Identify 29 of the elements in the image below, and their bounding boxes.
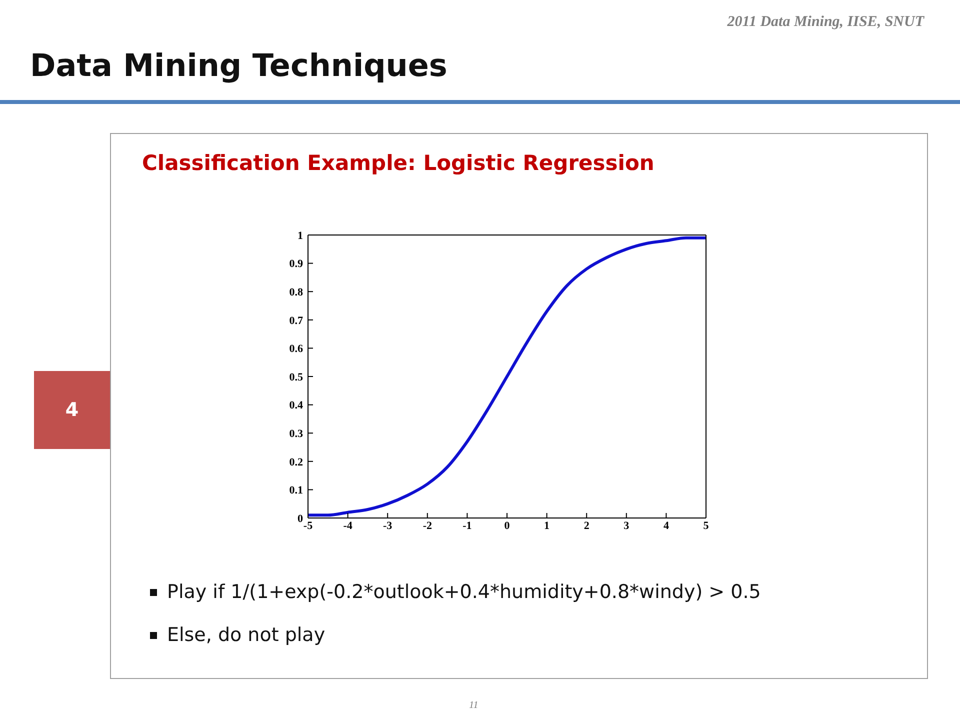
y-tick-label: 0.4 xyxy=(289,400,304,412)
line-series xyxy=(308,236,706,517)
x-tick-label: 4 xyxy=(663,520,670,532)
chart-title: Data Mining Techniques xyxy=(30,48,448,84)
x-tick-label: -4 xyxy=(343,520,353,532)
chart-subtitle: Classification Example: Logistic Regression xyxy=(142,151,654,175)
x-tick-label: 5 xyxy=(703,520,710,532)
x-tick-label: 2 xyxy=(584,520,590,532)
text: Else, do not play xyxy=(167,624,326,646)
x-tick-label: -1 xyxy=(462,520,472,532)
y-tick-label: 1 xyxy=(298,230,303,242)
text: 4 xyxy=(34,371,110,449)
x-tick-label: -5 xyxy=(303,520,314,532)
y-tick-label: 0.7 xyxy=(289,314,304,327)
y-tick-label: 0.1 xyxy=(289,484,303,497)
y-tick-label: 0.9 xyxy=(289,258,304,270)
text: Play if 1/(1+exp(-0.2*outlook+0.4*humidity+0.8*windy) > 0.5 xyxy=(167,581,761,603)
y-tick-label: 0.2 xyxy=(289,456,304,468)
y-tick-label: 0.6 xyxy=(289,343,304,356)
x-tick-label: -3 xyxy=(383,520,393,532)
x-tick-label: 0 xyxy=(504,520,510,532)
y-tick-label: 0.5 xyxy=(289,371,304,384)
text: 2011 Data Mining, IISE, SNUT xyxy=(727,14,924,31)
y-tick-label: 0.3 xyxy=(289,428,304,440)
text: 11 xyxy=(469,700,478,711)
x-tick-label: 3 xyxy=(624,520,630,532)
x-tick-label: -2 xyxy=(422,520,432,532)
x-tick-label: 1 xyxy=(544,520,550,532)
y-tick-label: 0.8 xyxy=(289,286,304,299)
